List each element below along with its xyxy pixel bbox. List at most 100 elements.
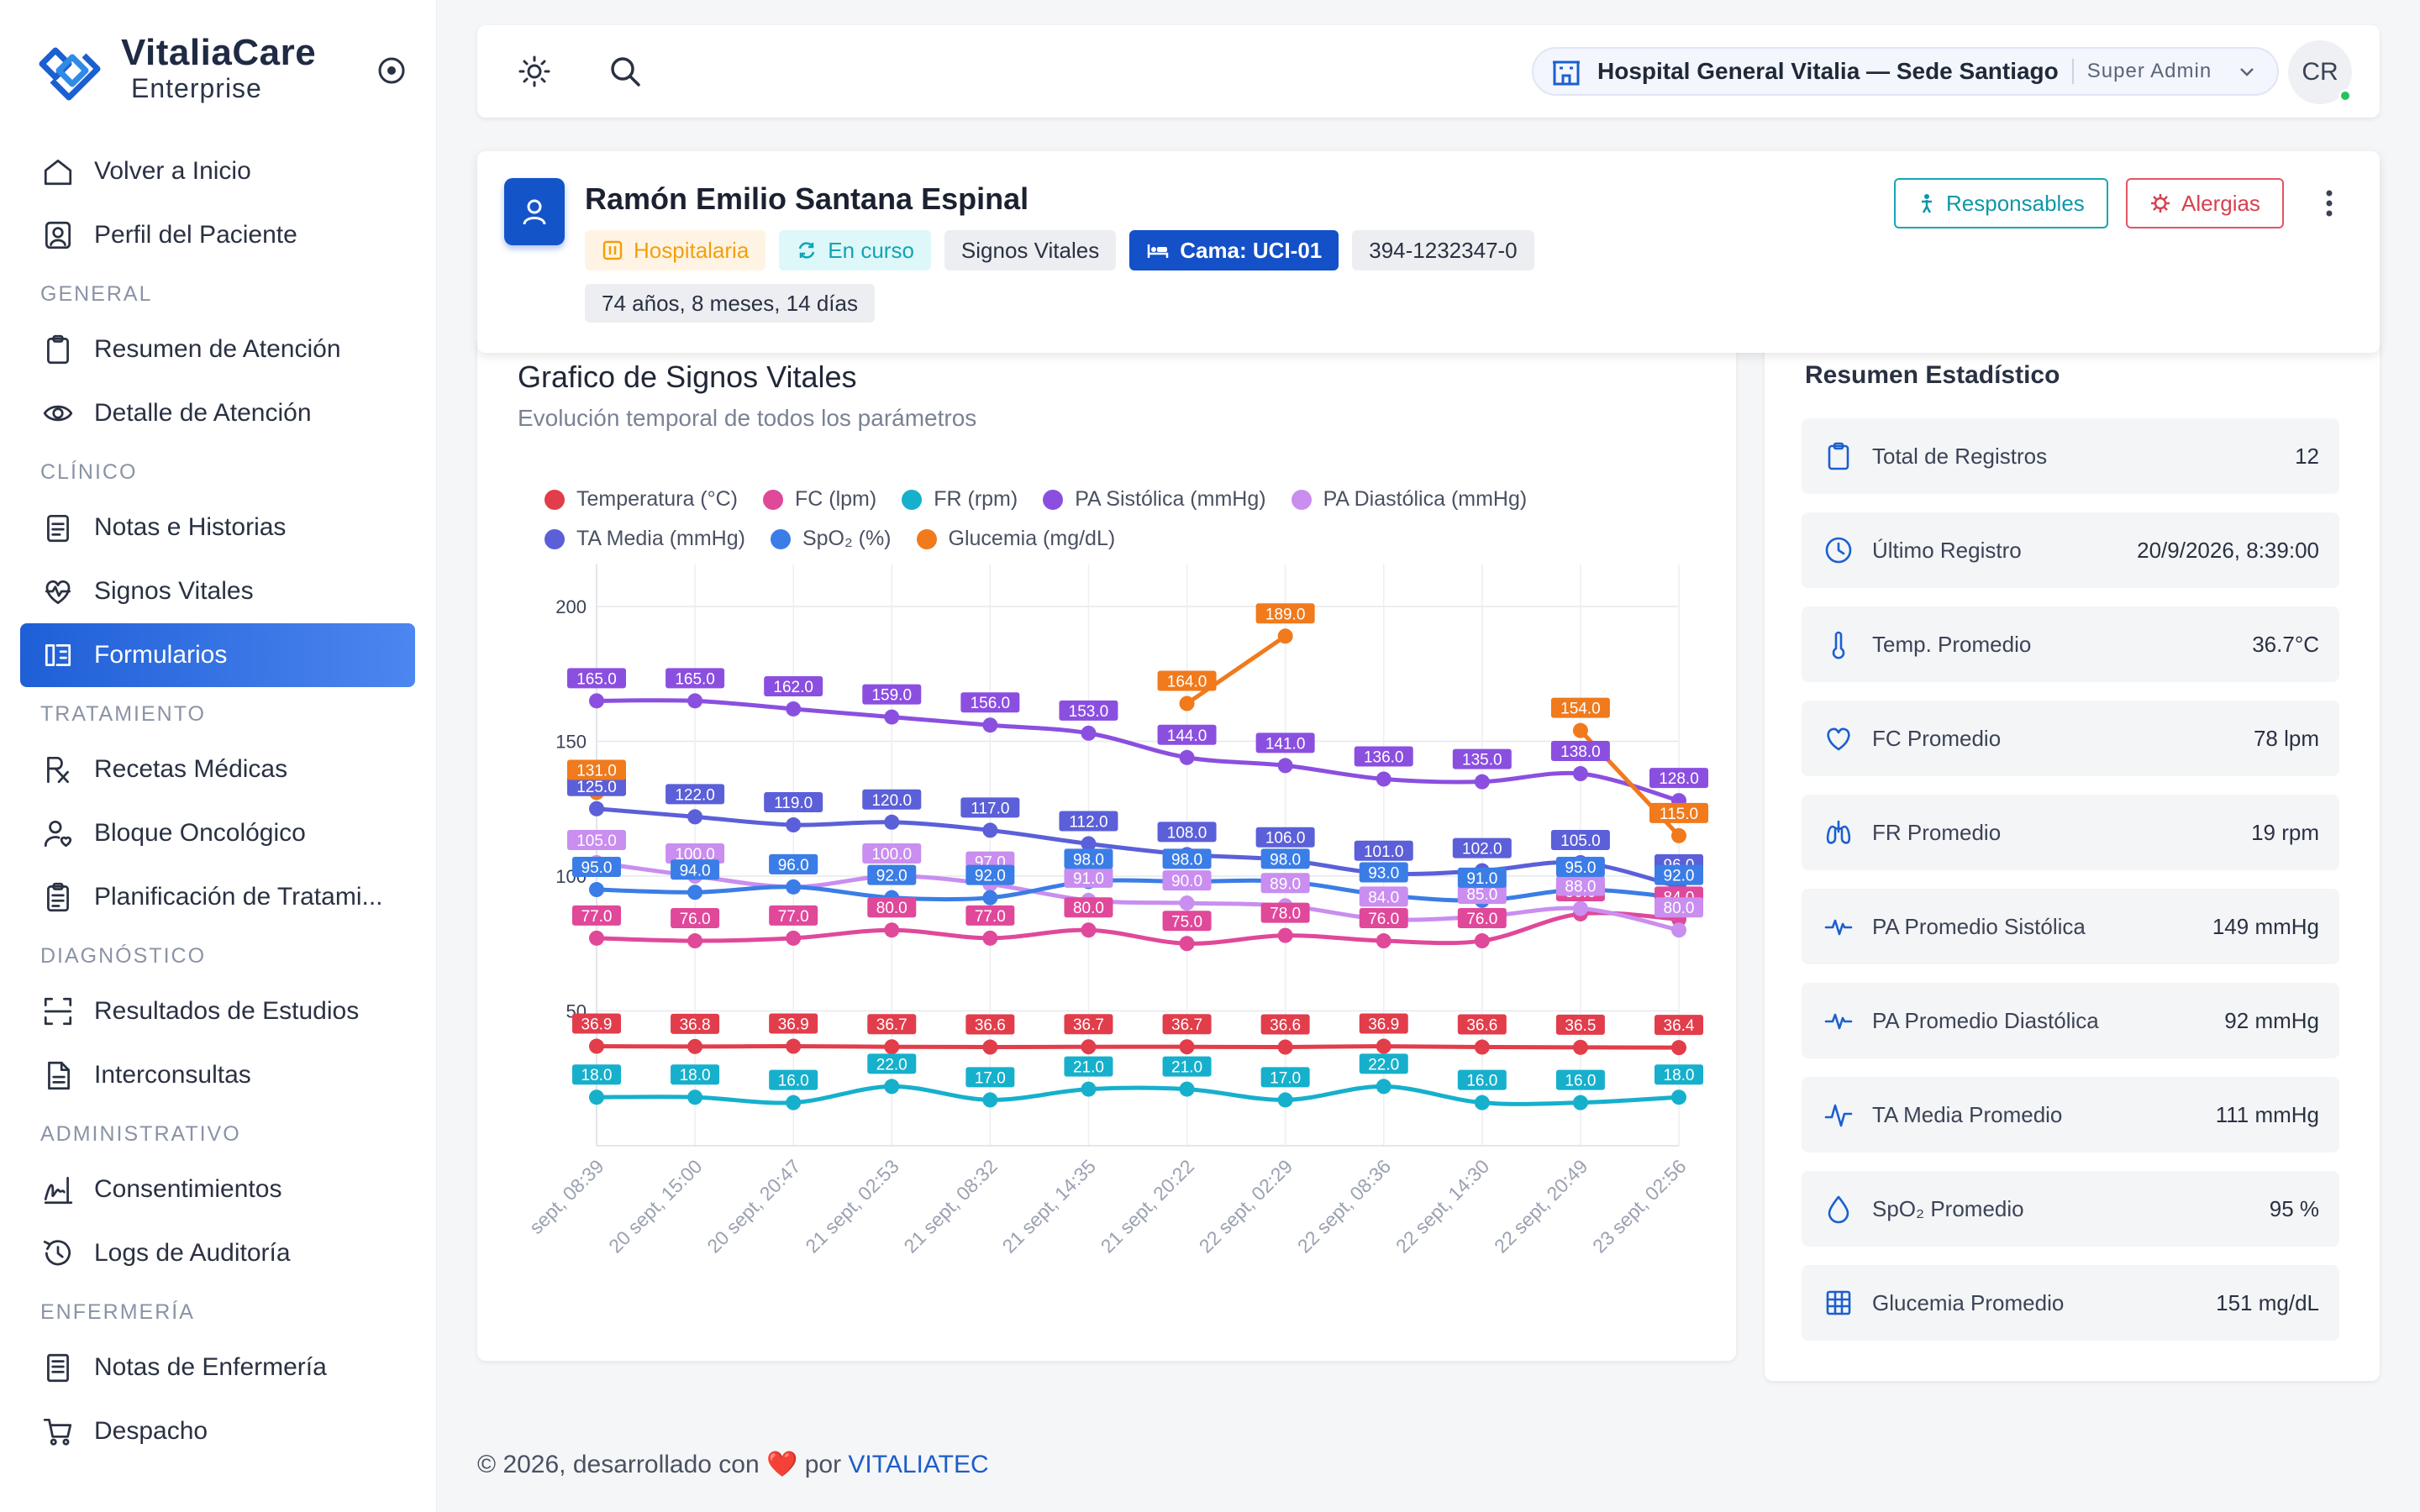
- sidebar-item-volver-a-inicio[interactable]: Volver a Inicio: [20, 139, 415, 203]
- data-label-bg: [1162, 848, 1212, 869]
- legend-item[interactable]: PA Sistólica (mmHg): [1043, 487, 1266, 512]
- stat-row-ultimo-registro: Último Registro 20/9/2026, 8:39:00: [1802, 512, 2339, 588]
- brand-name: VitaliaCare: [121, 32, 317, 73]
- nav-section-diagnostico: DIAGNÓSTICO: [40, 944, 207, 968]
- search-icon[interactable]: [607, 53, 644, 90]
- legend-item[interactable]: PA Diastólica (mmHg): [1291, 487, 1527, 512]
- sidebar-item-notas-e-historias[interactable]: Notas e Historias: [20, 496, 415, 559]
- sidebar-item-label: Notas de Enfermería: [94, 1353, 327, 1381]
- sidebar-item-logs-de-auditoria[interactable]: Logs de Auditoría: [20, 1221, 415, 1285]
- data-point: [1081, 922, 1097, 938]
- sidebar-item-despacho[interactable]: Despacho: [20, 1399, 415, 1463]
- sidebar-item-label: Resultados de Estudios: [94, 997, 360, 1025]
- legend-label: FR (rpm): [934, 487, 1018, 511]
- sidebar-item-consentimientos[interactable]: Consentimientos: [20, 1158, 415, 1221]
- data-point: [1474, 774, 1490, 790]
- data-label-bg: [1162, 1056, 1212, 1077]
- clipboard-list-icon: [40, 879, 76, 915]
- data-label: 91.0: [1073, 870, 1104, 888]
- data-label-bg: [1452, 748, 1512, 769]
- sidebar-item-recetas-medicas[interactable]: Recetas Médicas: [20, 738, 415, 801]
- patient-avatar-icon: [504, 178, 565, 245]
- x-tick-label: 21 sept, 08:32: [899, 1155, 1001, 1257]
- hospital-selector[interactable]: Hospital General Vitalia — Sede Santiago…: [1532, 47, 2280, 96]
- data-point: [1671, 1089, 1686, 1105]
- alergias-button[interactable]: Alergias: [2126, 178, 2284, 228]
- data-point: [589, 930, 604, 946]
- nav-section-general: GENERAL: [40, 282, 153, 306]
- sidebar-item-resumen-de-atencion[interactable]: Resumen de Atención: [20, 318, 415, 381]
- sidebar-item-label: Formularios: [94, 641, 228, 669]
- more-options-icon[interactable]: [2314, 186, 2344, 220]
- sidebar-item-resultados-de-estudios[interactable]: Resultados de Estudios: [20, 979, 415, 1043]
- sidebar-item-detalle-de-atencion[interactable]: Detalle de Atención: [20, 381, 415, 445]
- stat-label: Último Registro: [1872, 537, 2022, 563]
- user-avatar[interactable]: CR: [2288, 40, 2352, 104]
- stat-value: 20/9/2026, 8:39:00: [2137, 537, 2319, 563]
- brand[interactable]: VitaliaCare Enterprise: [35, 30, 316, 106]
- sidebar-toggle-icon[interactable]: [373, 52, 410, 89]
- data-label-bg: [1649, 802, 1708, 823]
- footer-text: © 2026, desarrollado con: [477, 1451, 760, 1478]
- data-label: 131.0: [576, 762, 617, 780]
- data-label-bg: [1655, 1015, 1703, 1036]
- data-label: 164.0: [1167, 674, 1207, 691]
- data-point: [786, 879, 802, 895]
- sidebar-item-label: Perfil del Paciente: [94, 221, 297, 249]
- data-label-bg: [1162, 870, 1212, 891]
- legend-item[interactable]: Temperatura (°C): [544, 487, 738, 512]
- legend-item[interactable]: FC (lpm): [763, 487, 876, 512]
- data-label: 125.0: [576, 779, 617, 796]
- data-label: 77.0: [975, 908, 1006, 926]
- data-point: [982, 1039, 998, 1055]
- data-label: 36.7: [1171, 1016, 1202, 1034]
- data-label-bg: [1255, 603, 1315, 624]
- legend-swatch: [916, 528, 937, 549]
- heart-icon: ❤️: [766, 1451, 798, 1478]
- bed-badge: Cama: UCI-01: [1129, 230, 1339, 270]
- scan-icon: [40, 994, 76, 1029]
- data-point: [1081, 836, 1097, 852]
- legend-item[interactable]: TA Media (mmHg): [544, 527, 745, 551]
- responsables-button[interactable]: Responsables: [1894, 178, 2108, 228]
- data-point: [687, 885, 703, 900]
- data-point: [589, 801, 604, 816]
- data-label-bg: [960, 692, 1020, 713]
- footer-link[interactable]: VITALIATEC: [848, 1451, 989, 1478]
- brand-subtitle: Enterprise: [131, 73, 262, 103]
- data-point: [1671, 827, 1686, 843]
- sidebar-item-notas-de-enfermeria[interactable]: Notas de Enfermería: [20, 1336, 415, 1399]
- legend-swatch: [902, 489, 923, 510]
- data-label-bg: [1255, 827, 1315, 848]
- data-point: [687, 809, 703, 825]
- data-point: [884, 1039, 900, 1055]
- data-point: [982, 1092, 998, 1108]
- sidebar-item-signos-vitales[interactable]: Signos Vitales: [20, 559, 415, 623]
- sidebar-item-planificacion-de-tratami[interactable]: Planificación de Tratami...: [20, 865, 415, 929]
- sidebar-item-interconsultas[interactable]: Interconsultas: [20, 1043, 415, 1107]
- data-label-bg: [965, 1067, 1015, 1088]
- sidebar-item-bloque-oncologico[interactable]: Bloque Oncológico: [20, 801, 415, 865]
- data-point: [1179, 749, 1195, 765]
- sidebar-item-label: Detalle de Atención: [94, 399, 312, 427]
- sidebar-item-label: Resumen de Atención: [94, 335, 341, 363]
- legend-item[interactable]: SpO₂ (%): [770, 527, 892, 551]
- sidebar-item-label: Notas e Historias: [94, 513, 287, 541]
- data-label-bg: [1655, 864, 1703, 885]
- legend-item[interactable]: FR (rpm): [902, 487, 1018, 512]
- data-point: [786, 1095, 802, 1110]
- sidebar-item-perfil-del-paciente[interactable]: Perfil del Paciente: [20, 203, 415, 267]
- data-point: [589, 693, 604, 709]
- home-icon: [40, 154, 76, 189]
- legend-item[interactable]: Glucemia (mg/dL): [916, 527, 1115, 551]
- data-point: [1081, 725, 1097, 741]
- sidebar-item-label: Volver a Inicio: [94, 157, 251, 185]
- data-point: [1474, 1095, 1490, 1110]
- data-label-bg: [1260, 1067, 1310, 1088]
- theme-toggle-sun-icon[interactable]: [516, 53, 553, 90]
- sidebar-item-formularios[interactable]: Formularios: [20, 623, 415, 687]
- hospital-name: Hospital General Vitalia — Sede Santiago: [1597, 58, 2059, 84]
- user-profile-icon: [40, 218, 76, 253]
- data-label-bg: [960, 797, 1020, 818]
- data-point: [786, 930, 802, 946]
